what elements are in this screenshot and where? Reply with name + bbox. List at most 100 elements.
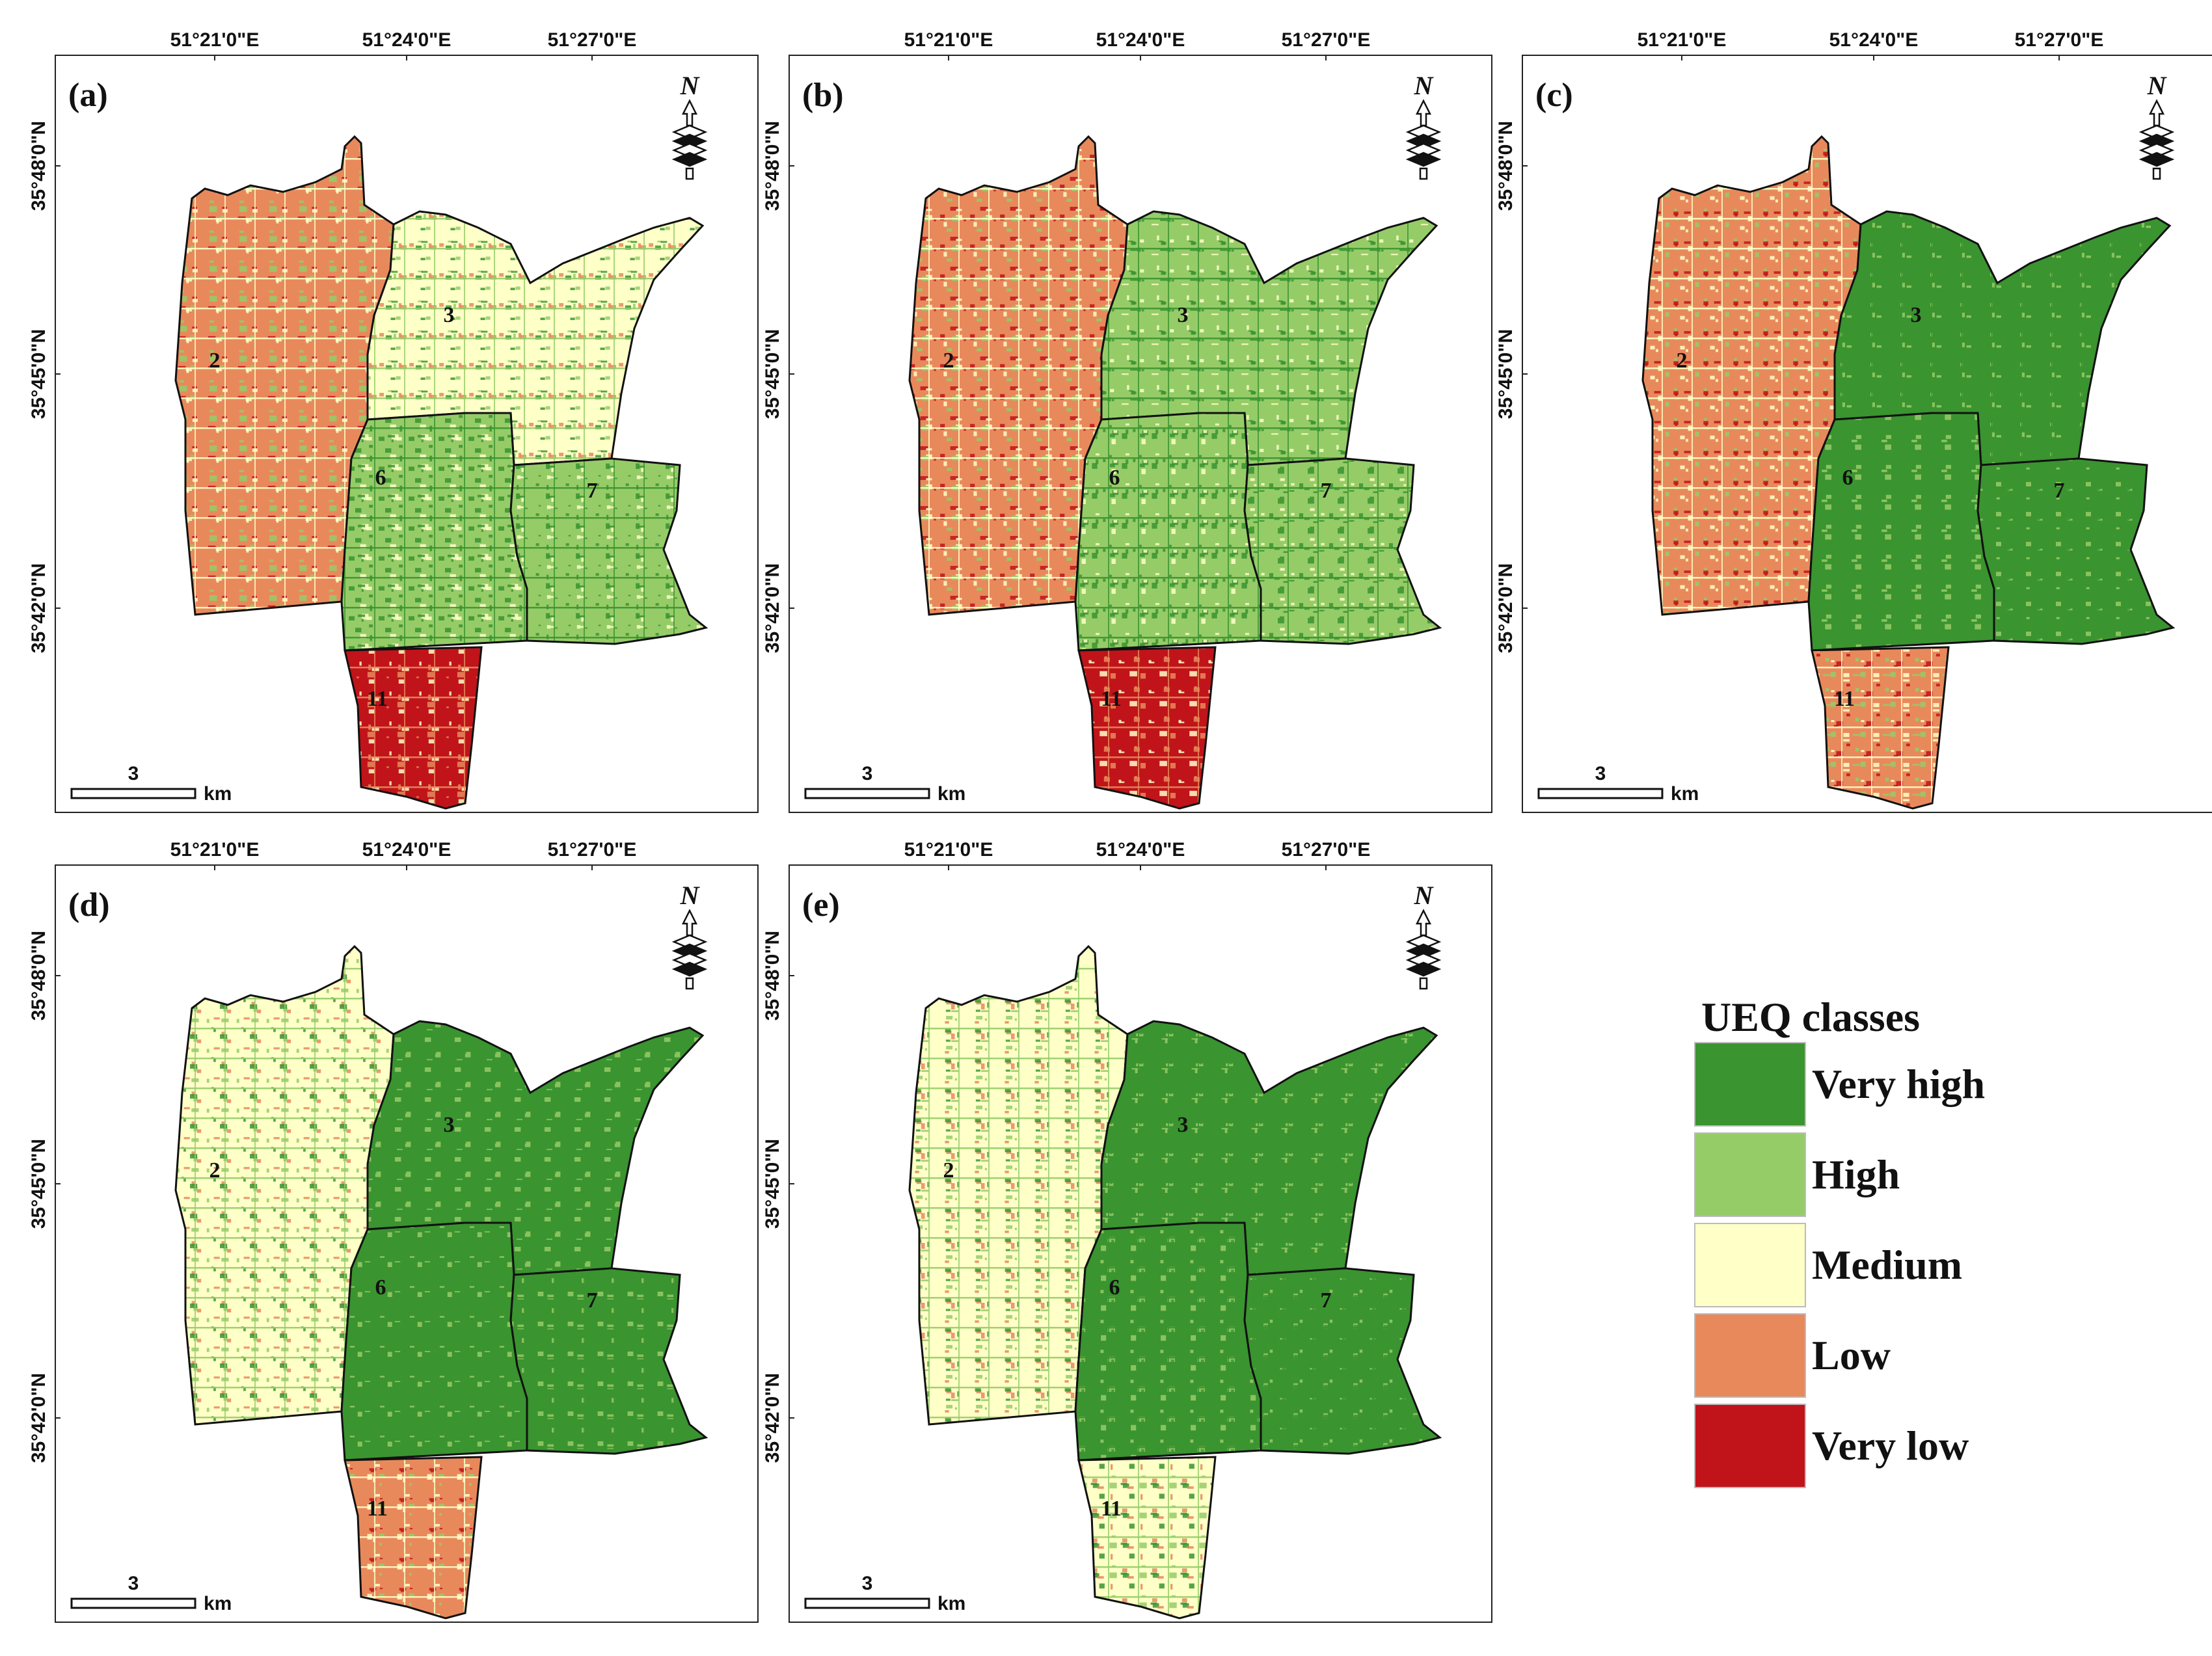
panel-label: (c) bbox=[1535, 77, 1573, 114]
longitude-tick-label: 51°21'0"E bbox=[1638, 29, 1727, 51]
map-panel-2: 2 3 6 7 11 (c) 51°21'0"E 51°24'0"E 51°27'0"E 35°4… bbox=[1495, 29, 2212, 813]
zone-label-2: 2 bbox=[1677, 349, 1688, 373]
latitude-tick-label: 35°48'0"N bbox=[28, 121, 49, 211]
panel-label: (d) bbox=[68, 887, 110, 924]
zone-label-6: 6 bbox=[1109, 466, 1120, 490]
legend-swatch-very-low bbox=[1694, 1404, 1806, 1488]
scale-bar-value: 3 bbox=[862, 1573, 873, 1594]
scale-bar-value: 3 bbox=[128, 1573, 139, 1594]
scale-bar-unit: km bbox=[1671, 783, 1699, 805]
legend-swatch-very-high bbox=[1694, 1042, 1806, 1127]
zone-label-6: 6 bbox=[375, 1275, 386, 1300]
north-arrow-icon: N bbox=[1405, 881, 1442, 990]
north-arrow-icon: N bbox=[1405, 71, 1442, 180]
latitude-tick-label: 35°42'0"N bbox=[28, 563, 49, 653]
zone-6-area bbox=[1807, 412, 1995, 652]
zone-label-11: 11 bbox=[367, 1497, 388, 1521]
north-arrow-icon: N bbox=[671, 71, 708, 180]
north-arrow-icon: N bbox=[2138, 71, 2175, 180]
north-label: N bbox=[680, 881, 701, 910]
legend-label-high: High bbox=[1812, 1151, 1900, 1197]
zone-label-2: 2 bbox=[943, 1158, 954, 1182]
legend-label-very-low: Very low bbox=[1812, 1422, 1969, 1469]
panel-label: (e) bbox=[802, 887, 840, 924]
scale-bar-unit: km bbox=[937, 783, 965, 805]
longitude-tick-label: 51°27'0"E bbox=[2015, 29, 2104, 51]
zone-6-area bbox=[1074, 1222, 1262, 1462]
scale-bar-value: 3 bbox=[1595, 763, 1606, 784]
longitude-tick-label: 51°21'0"E bbox=[170, 839, 260, 861]
panel-label: (b) bbox=[802, 77, 844, 114]
zone-11-area bbox=[344, 646, 483, 810]
zone-label-3: 3 bbox=[1178, 1113, 1189, 1137]
latitude-tick-label: 35°42'0"N bbox=[28, 1373, 49, 1463]
zone-6-area bbox=[340, 1222, 528, 1462]
legend-label-medium: Medium bbox=[1812, 1242, 1962, 1288]
north-label: N bbox=[2147, 71, 2168, 100]
legend-title: UEQ classes bbox=[1701, 994, 1920, 1040]
longitude-tick-label: 51°27'0"E bbox=[548, 839, 637, 861]
north-label: N bbox=[1414, 71, 1435, 100]
latitude-tick-label: 35°48'0"N bbox=[762, 931, 783, 1021]
zone-label-3: 3 bbox=[444, 1113, 455, 1137]
latitude-tick-label: 35°48'0"N bbox=[1495, 121, 1517, 211]
north-label: N bbox=[680, 71, 701, 100]
zone-label-7: 7 bbox=[1321, 479, 1332, 503]
zone-label-3: 3 bbox=[1911, 303, 1922, 327]
zone-label-11: 11 bbox=[367, 687, 388, 711]
scale-bar: 3 km bbox=[1537, 763, 1699, 805]
longitude-tick-label: 51°21'0"E bbox=[904, 839, 993, 861]
latitude-tick-label: 35°45'0"N bbox=[28, 329, 49, 419]
latitude-tick-label: 35°42'0"N bbox=[762, 1373, 783, 1463]
scale-bar: 3 km bbox=[804, 763, 965, 805]
map-panel-0: 2 3 6 7 11 (a) 51°21'0"E 51°24'0"E 51°27'0"E 35°4… bbox=[28, 29, 759, 813]
legend-label-low: Low bbox=[1812, 1332, 1891, 1378]
latitude-tick-label: 35°48'0"N bbox=[28, 931, 49, 1021]
scale-bar-unit: km bbox=[937, 1593, 965, 1614]
zone-label-7: 7 bbox=[587, 1289, 598, 1313]
latitude-tick-label: 35°42'0"N bbox=[1495, 563, 1517, 653]
zone-11-area bbox=[1077, 1456, 1217, 1620]
longitude-tick-label: 51°27'0"E bbox=[1282, 29, 1371, 51]
zone-6-area bbox=[340, 412, 528, 652]
longitude-tick-label: 51°27'0"E bbox=[1282, 839, 1371, 861]
zone-label-2: 2 bbox=[209, 349, 221, 373]
scale-bar-unit: km bbox=[204, 1593, 232, 1614]
zone-label-11: 11 bbox=[1101, 687, 1122, 711]
map-panel-4: 2 3 6 7 11 (e) 51°21'0"E 51°24'0"E 51°27'0"E 35°4… bbox=[762, 839, 1492, 1623]
scale-bar-value: 3 bbox=[862, 763, 873, 784]
zone-label-3: 3 bbox=[1178, 303, 1189, 327]
scale-bar: 3 km bbox=[804, 1573, 965, 1614]
longitude-tick-label: 51°24'0"E bbox=[362, 29, 452, 51]
zone-11-area bbox=[344, 1456, 483, 1620]
zone-label-7: 7 bbox=[1321, 1289, 1332, 1313]
longitude-tick-label: 51°21'0"E bbox=[170, 29, 260, 51]
panel-label: (a) bbox=[68, 77, 108, 114]
latitude-tick-label: 35°48'0"N bbox=[762, 121, 783, 211]
zone-label-2: 2 bbox=[209, 1158, 221, 1182]
legend-swatch-low bbox=[1694, 1313, 1806, 1398]
latitude-tick-label: 35°42'0"N bbox=[762, 563, 783, 653]
legend: UEQ classes Very high High Medium Low Very l… bbox=[1694, 994, 1985, 1488]
legend-swatch-medium bbox=[1694, 1223, 1806, 1307]
longitude-tick-label: 51°27'0"E bbox=[548, 29, 637, 51]
map-panel-3: 2 3 6 7 11 (d) 51°21'0"E 51°24'0"E 51°27'0"E 35°4… bbox=[28, 839, 759, 1623]
zone-label-7: 7 bbox=[2054, 479, 2065, 503]
zone-label-6: 6 bbox=[1109, 1275, 1120, 1300]
longitude-tick-label: 51°21'0"E bbox=[904, 29, 993, 51]
zone-11-area bbox=[1077, 646, 1217, 810]
scale-bar-unit: km bbox=[204, 783, 232, 805]
latitude-tick-label: 35°45'0"N bbox=[762, 329, 783, 419]
zone-label-2: 2 bbox=[943, 349, 954, 373]
longitude-tick-label: 51°24'0"E bbox=[1096, 29, 1185, 51]
latitude-tick-label: 35°45'0"N bbox=[28, 1139, 49, 1229]
zone-label-11: 11 bbox=[1834, 687, 1855, 711]
zone-label-3: 3 bbox=[444, 303, 455, 327]
zone-label-6: 6 bbox=[1842, 466, 1854, 490]
legend-label-very-high: Very high bbox=[1812, 1061, 1985, 1107]
latitude-tick-label: 35°45'0"N bbox=[762, 1139, 783, 1229]
zone-label-11: 11 bbox=[1101, 1497, 1122, 1521]
longitude-tick-label: 51°24'0"E bbox=[1829, 29, 1919, 51]
north-arrow-icon: N bbox=[671, 881, 708, 990]
